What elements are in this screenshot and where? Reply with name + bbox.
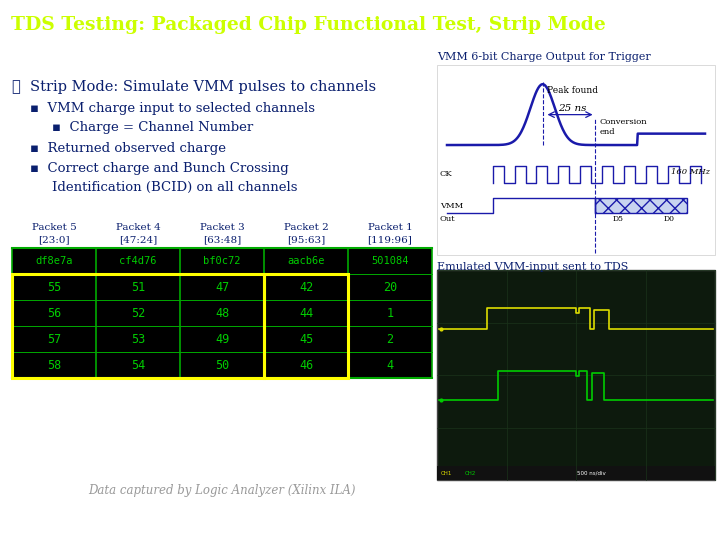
Text: 4: 4 (387, 359, 394, 372)
Text: ▪  Charge = Channel Number: ▪ Charge = Channel Number (52, 122, 253, 134)
Text: cf4d76: cf4d76 (120, 256, 157, 266)
Text: aacb6e: aacb6e (287, 256, 325, 266)
Text: 56: 56 (47, 307, 61, 320)
Text: bf0c72: bf0c72 (203, 256, 240, 266)
Text: Peak found: Peak found (546, 86, 598, 95)
Text: CH2: CH2 (465, 471, 477, 476)
Text: Emulated VMM-input sent to TDS: Emulated VMM-input sent to TDS (437, 262, 629, 272)
Text: 1: 1 (387, 307, 394, 320)
Text: 57: 57 (47, 333, 61, 346)
Text: 500 ns/div: 500 ns/div (577, 471, 606, 476)
Text: 51: 51 (131, 281, 145, 294)
Bar (264, 274, 348, 379)
Text: 52: 52 (131, 307, 145, 320)
Text: Data captured by Logic Analyzer (Xilinx ILA): Data captured by Logic Analyzer (Xilinx … (89, 484, 356, 497)
Text: Packet 3
[63:48]: Packet 3 [63:48] (199, 224, 244, 244)
Text: D0: D0 (663, 215, 675, 224)
Text: Packet 2
[95:63]: Packet 2 [95:63] (284, 224, 328, 244)
Text: 54: 54 (131, 359, 145, 372)
Text: 49: 49 (215, 333, 229, 346)
Text: VMM: VMM (440, 202, 463, 210)
Text: ▪  Returned observed charge: ▪ Returned observed charge (30, 142, 226, 155)
Text: 8: 8 (693, 518, 702, 532)
Text: 2: 2 (387, 333, 394, 346)
Text: ▪  VMM charge input to selected channels: ▪ VMM charge input to selected channels (30, 102, 315, 115)
Text: VMM 6-bit Charge Output for Trigger: VMM 6-bit Charge Output for Trigger (437, 52, 651, 62)
Text: Packet 4
[47:24]: Packet 4 [47:24] (116, 224, 161, 244)
Text: 20: 20 (383, 281, 397, 294)
Text: 47: 47 (215, 281, 229, 294)
Text: Identification (BCID) on all channels: Identification (BCID) on all channels (52, 181, 297, 194)
Text: 42: 42 (299, 281, 313, 294)
Text: CH1: CH1 (441, 471, 452, 476)
Text: 501084: 501084 (372, 256, 409, 266)
Text: D5: D5 (613, 215, 624, 224)
Bar (437, 270, 715, 480)
Text: Packet 5
[23:0]: Packet 5 [23:0] (32, 224, 76, 244)
Bar (12, 248, 432, 379)
Bar (437, 467, 715, 480)
Text: 25 ns: 25 ns (558, 104, 586, 113)
Text: 46: 46 (299, 359, 313, 372)
Text: 48: 48 (215, 307, 229, 320)
Text: 44: 44 (299, 307, 313, 320)
Bar (12, 274, 264, 379)
Text: 45: 45 (299, 333, 313, 346)
Bar (595, 198, 687, 213)
Text: CK: CK (440, 171, 453, 179)
Text: Packet 1
[119:96]: Packet 1 [119:96] (368, 224, 413, 244)
Text: 58: 58 (47, 359, 61, 372)
Text: 50: 50 (215, 359, 229, 372)
Text: Out: Out (440, 215, 456, 224)
Text: ▪  Correct charge and Bunch Crossing: ▪ Correct charge and Bunch Crossing (30, 162, 289, 176)
Text: df8e7a: df8e7a (35, 256, 73, 266)
Text: ⑤  Strip Mode: Simulate VMM pulses to channels: ⑤ Strip Mode: Simulate VMM pulses to cha… (12, 80, 376, 94)
Bar (437, 65, 715, 255)
Text: 55: 55 (47, 281, 61, 294)
Text: TDS Testing: Packaged Chip Functional Test, Strip Mode: TDS Testing: Packaged Chip Functional Te… (11, 16, 606, 34)
Text: 160 MHz: 160 MHz (671, 167, 710, 176)
Text: Conversion
end: Conversion end (600, 118, 647, 136)
Text: 53: 53 (131, 333, 145, 346)
